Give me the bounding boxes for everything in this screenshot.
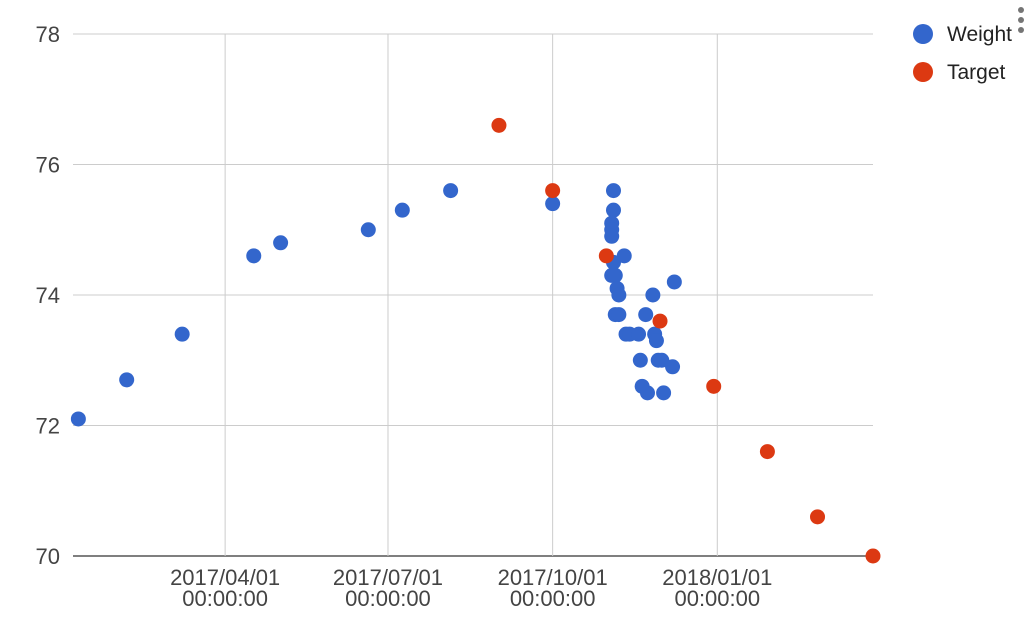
target-point[interactable] [598,248,614,264]
y-axis-ticks: 70 72 74 76 78 [36,22,60,569]
x-tick-label-time: 00:00:00 [510,586,596,611]
weight-point[interactable] [648,333,664,349]
target-point[interactable] [865,548,881,564]
y-tick-label: 74 [36,283,60,308]
y-tick-label: 72 [36,414,60,439]
weight-point[interactable] [545,196,561,212]
weight-point[interactable] [665,359,681,375]
more-options-icon[interactable] [1018,7,1024,33]
weight-point[interactable] [604,228,620,244]
weight-point[interactable] [174,326,190,342]
weight-point[interactable] [360,222,376,238]
x-tick-label-date: 2018/01/01 [662,565,772,590]
legend-label-target[interactable]: Target [947,61,1006,84]
target-point[interactable] [706,378,722,394]
weight-point[interactable] [611,307,627,323]
weight-point[interactable] [70,411,86,427]
target-point[interactable] [652,313,668,329]
weight-point[interactable] [273,235,289,251]
target-point[interactable] [545,183,561,199]
y-tick-label: 78 [36,22,60,47]
x-axis-ticks: 2017/04/0100:00:002017/07/0100:00:002017… [170,565,772,611]
x-tick-label-time: 00:00:00 [182,586,268,611]
legend: Weight Target [913,23,1012,84]
data-points [70,117,881,564]
x-tick-label-time: 00:00:00 [674,586,760,611]
gridlines [73,33,873,557]
weight-point[interactable] [616,248,632,264]
x-tick-label-date: 2017/07/01 [333,565,443,590]
weight-point[interactable] [605,202,621,218]
weight-point[interactable] [605,183,621,199]
weight-point[interactable] [119,372,135,388]
y-tick-label: 76 [36,153,60,178]
target-point[interactable] [491,117,507,133]
legend-marker-weight [913,24,933,44]
weight-point[interactable] [639,385,655,401]
weight-point[interactable] [631,326,647,342]
target-point[interactable] [810,509,826,525]
weight-point[interactable] [611,287,627,303]
weight-point[interactable] [656,385,672,401]
weight-point[interactable] [394,202,410,218]
weight-point[interactable] [246,248,262,264]
weight-point[interactable] [632,352,648,368]
weight-point[interactable] [607,267,623,283]
target-point[interactable] [759,444,775,460]
y-tick-label: 70 [36,544,60,569]
legend-label-weight[interactable]: Weight [947,23,1012,46]
weight-point[interactable] [654,352,670,368]
x-tick-label-date: 2017/04/01 [170,565,280,590]
weight-point[interactable] [443,183,459,199]
x-tick-label-date: 2017/10/01 [498,565,608,590]
weight-point[interactable] [638,307,654,323]
weight-point[interactable] [645,287,661,303]
x-tick-label-time: 00:00:00 [345,586,431,611]
legend-marker-target [913,62,933,82]
weight-point[interactable] [666,274,682,290]
